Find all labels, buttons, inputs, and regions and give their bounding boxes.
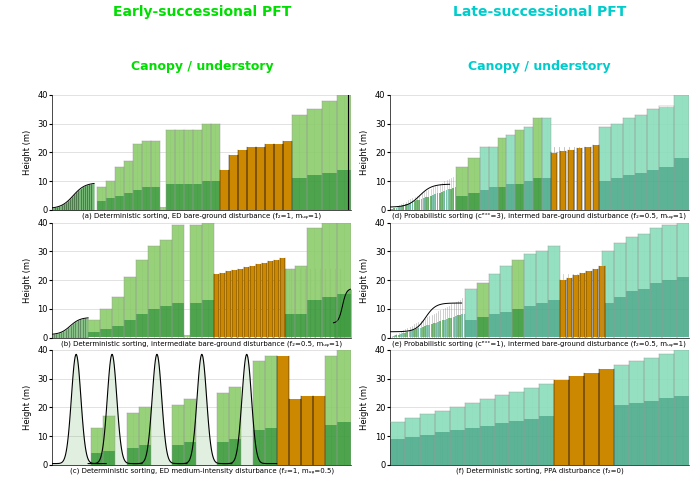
X-axis label: (f) Deterministic sorting, PPA disturbance (f₂=0): (f) Deterministic sorting, PPA disturban… bbox=[455, 468, 624, 474]
Y-axis label: Height (m): Height (m) bbox=[23, 130, 32, 175]
Text: Canopy / understory: Canopy / understory bbox=[468, 60, 610, 73]
Y-axis label: Height (m): Height (m) bbox=[361, 258, 370, 302]
X-axis label: (b) Deterministic sorting, intermediate bare-ground disturbance (f₂=0.5, mᵤᵩ=1): (b) Deterministic sorting, intermediate … bbox=[61, 340, 342, 347]
Y-axis label: Height (m): Height (m) bbox=[23, 258, 32, 302]
X-axis label: (a) Deterministic sorting, ED bare-ground disturbance (f₂=1, mᵤᵩ=1): (a) Deterministic sorting, ED bare-groun… bbox=[82, 213, 322, 220]
Y-axis label: Height (m): Height (m) bbox=[23, 385, 32, 430]
Text: Late-successional PFT: Late-successional PFT bbox=[452, 5, 626, 19]
X-axis label: (e) Probabilistic sorting (cᵉˣᶜ=1), intermed bare-ground disturbance (f₂=0.5, mᵤ: (e) Probabilistic sorting (cᵉˣᶜ=1), inte… bbox=[393, 340, 686, 347]
Text: Canopy / understory: Canopy / understory bbox=[131, 60, 273, 73]
X-axis label: (d) Probabilistic sorting (cᵉˣᶜ=3), intermed bare-ground disturbance (f₂=0.5, mᵤ: (d) Probabilistic sorting (cᵉˣᶜ=3), inte… bbox=[393, 213, 686, 220]
Y-axis label: Height (m): Height (m) bbox=[361, 385, 370, 430]
Text: Early-successional PFT: Early-successional PFT bbox=[113, 5, 291, 19]
X-axis label: (c) Deterministic sorting, ED medium-intensity disturbance (f₂=1, mᵤᵩ=0.5): (c) Deterministic sorting, ED medium-int… bbox=[70, 468, 334, 474]
Y-axis label: Height (m): Height (m) bbox=[361, 130, 370, 175]
